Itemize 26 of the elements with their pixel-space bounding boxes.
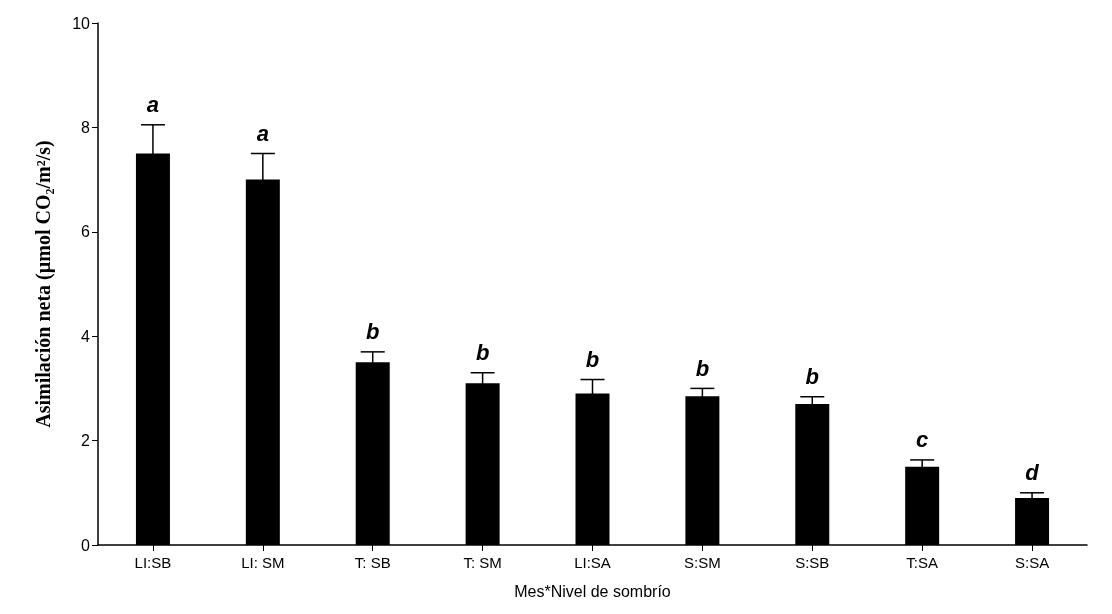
- annotation: a: [146, 92, 160, 118]
- y-tick-label: 8: [81, 118, 91, 136]
- x-tick-label: LI:SA: [574, 554, 611, 571]
- annotation: b: [475, 340, 490, 366]
- x-axis-title: Mes*Nivel de sombrío: [514, 582, 671, 600]
- annotation: b: [805, 364, 819, 390]
- annotation: d: [1025, 460, 1040, 486]
- x-tick-label: T: SM: [463, 554, 502, 571]
- x-tick-label: LI:SB: [134, 554, 172, 571]
- x-tick-label: S:SB: [795, 554, 830, 571]
- y-tick-label: 6: [81, 223, 91, 241]
- annotation: b: [695, 355, 710, 381]
- x-tick-label: T:SA: [906, 554, 939, 571]
- y-tick-label: 4: [81, 327, 91, 345]
- annotation: b: [366, 319, 380, 345]
- y-axis-title: Asimilación neta (µmol CO₂/m²/s): [32, 140, 55, 428]
- x-tick-label: LI: SM: [241, 554, 285, 571]
- x-tick-label: S:SM: [684, 554, 721, 571]
- annotation: b: [585, 347, 600, 373]
- annotation: a: [256, 121, 269, 146]
- y-tick-label: 10: [72, 14, 91, 32]
- x-tick-label: T: SB: [354, 554, 391, 571]
- annotation: c: [916, 427, 929, 453]
- y-tick-label: 0: [81, 536, 91, 554]
- x-tick-label: S:SA: [1014, 554, 1050, 571]
- y-tick-label: 2: [81, 432, 91, 450]
